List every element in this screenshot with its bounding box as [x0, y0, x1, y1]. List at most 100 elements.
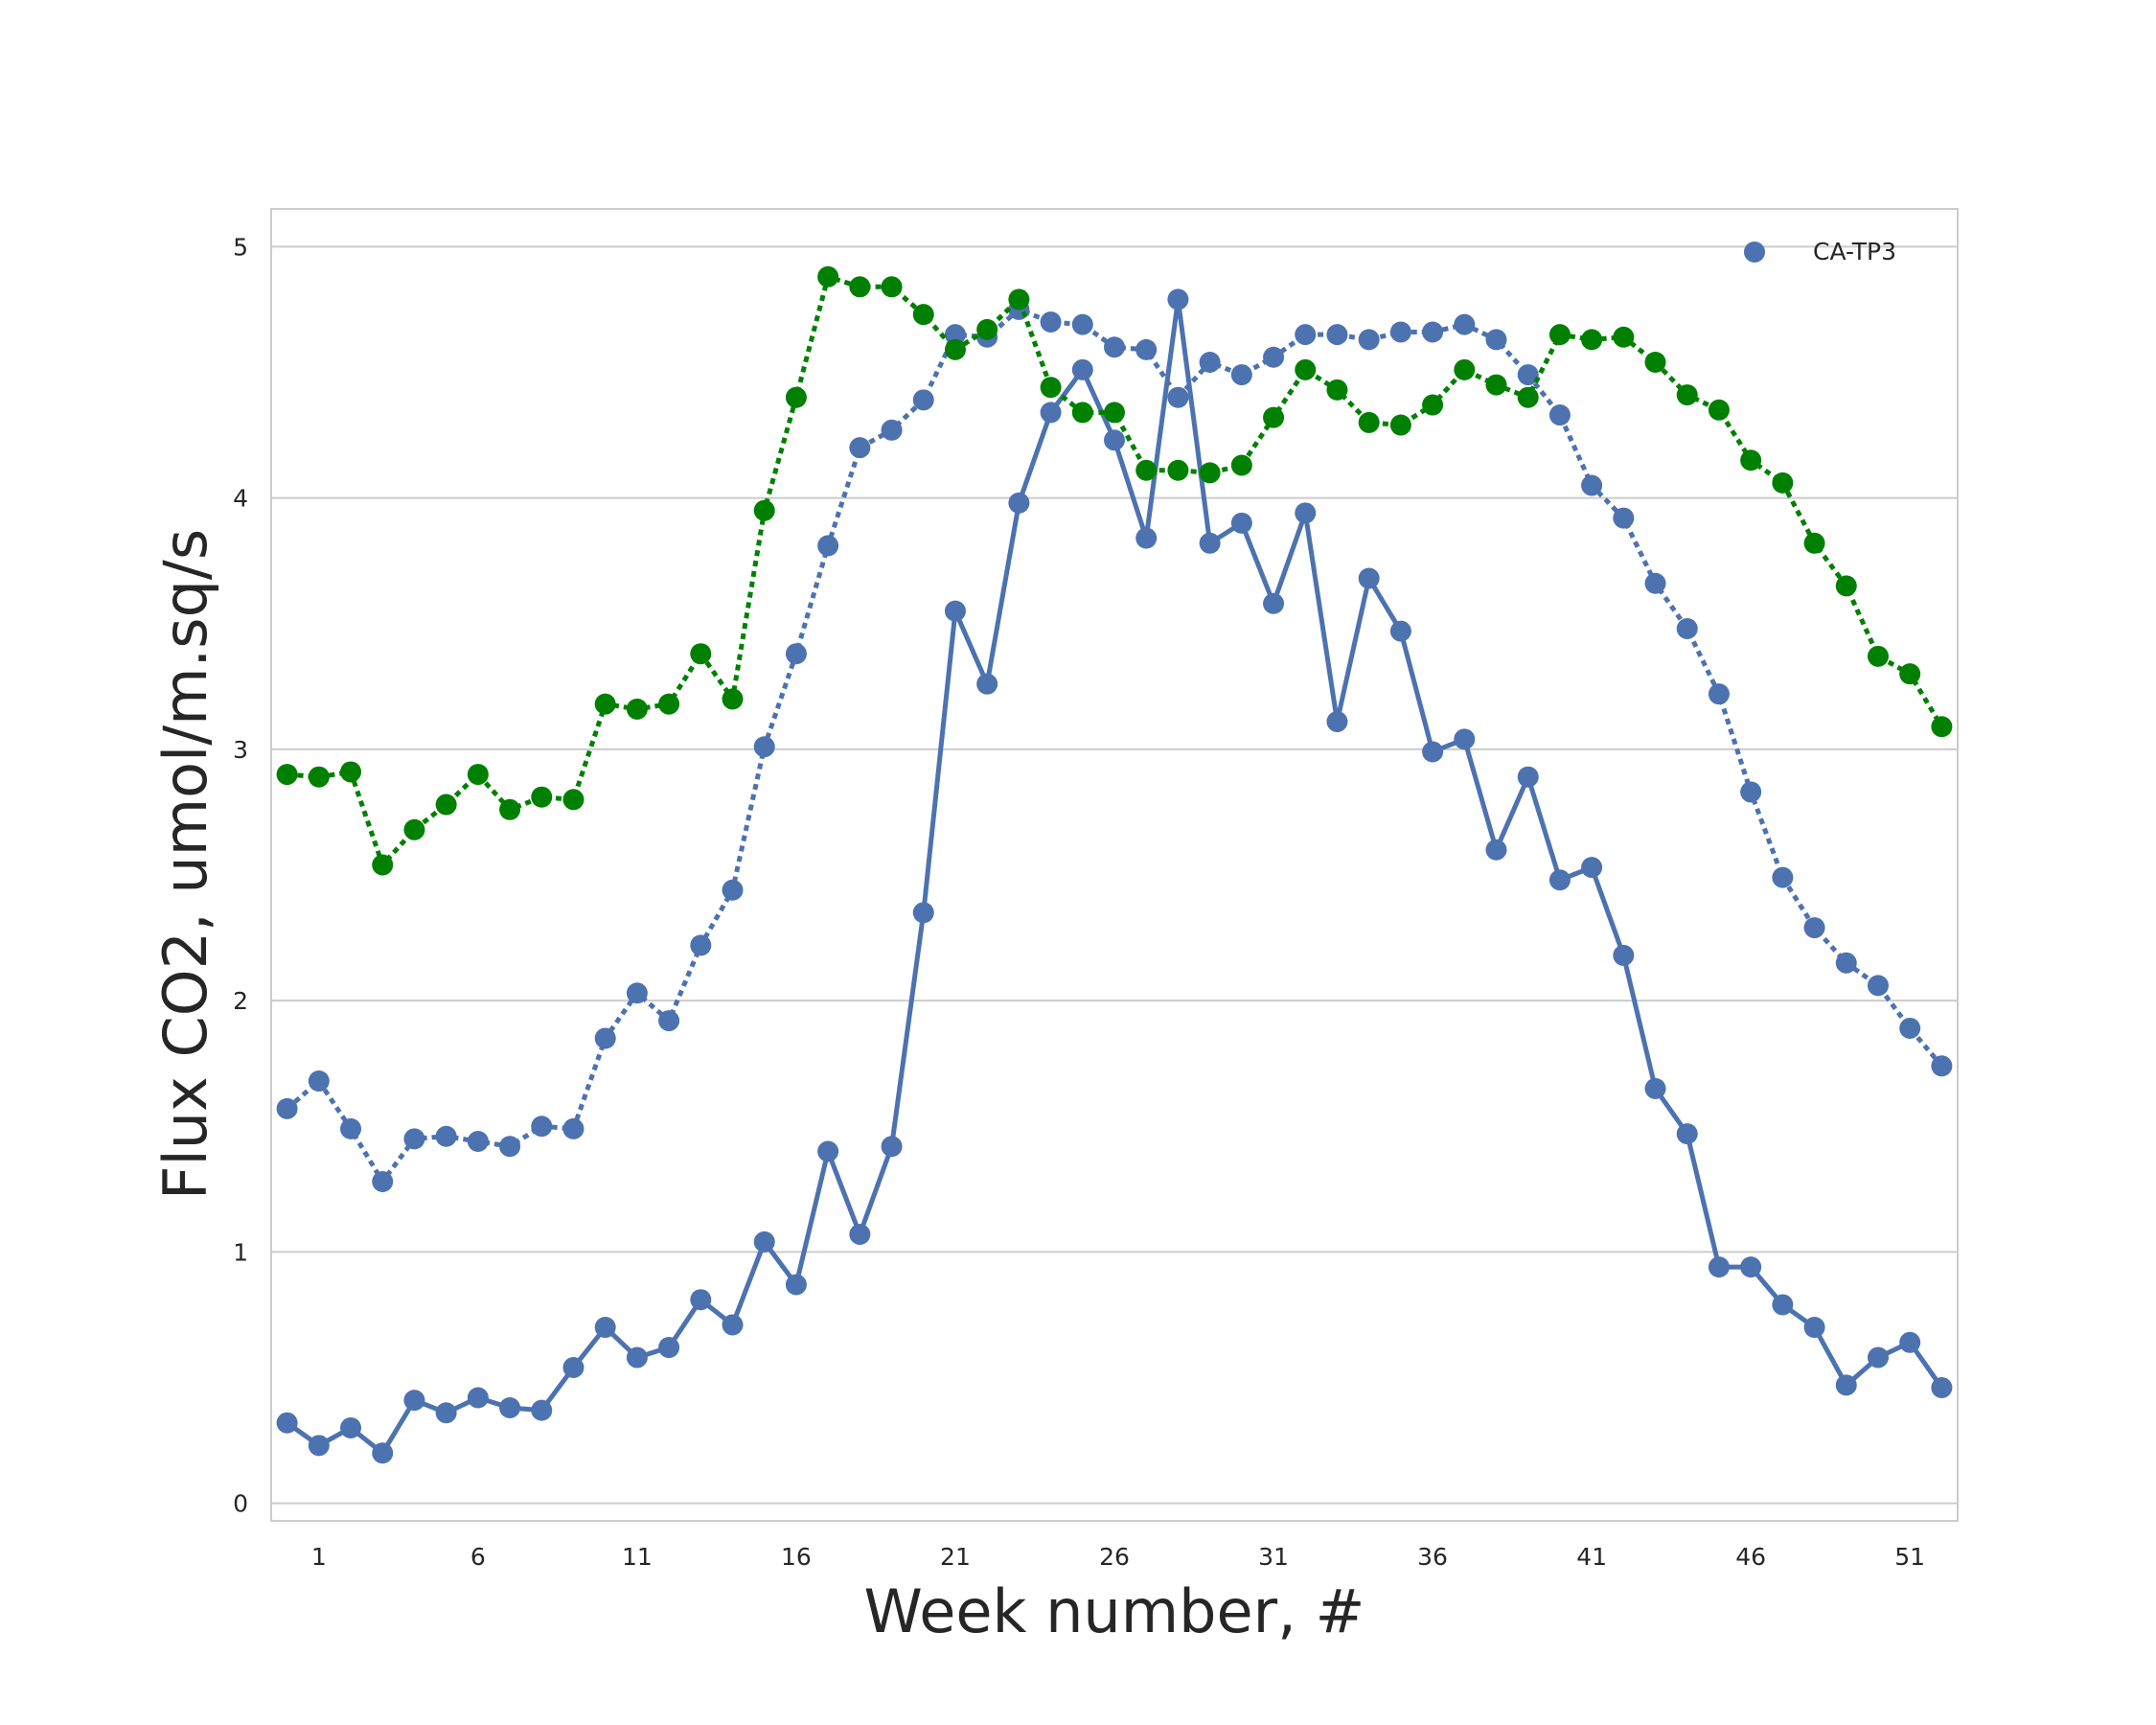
x-tick-labels: 1 6 11 16 21 26 31 36 41 46 51	[311, 1543, 1925, 1571]
data-point	[658, 693, 680, 715]
data-point	[690, 1289, 712, 1311]
x-tick-label: 31	[1258, 1543, 1289, 1571]
data-point	[1295, 324, 1317, 346]
x-tick-label: 26	[1099, 1543, 1130, 1571]
data-point	[1358, 567, 1380, 589]
data-point	[1263, 346, 1285, 368]
data-point	[435, 1402, 457, 1424]
data-point	[1135, 459, 1158, 481]
data-point	[881, 419, 903, 441]
y-tick-label: 4	[233, 485, 248, 513]
data-point	[1899, 1331, 1921, 1353]
data-point	[1613, 507, 1635, 529]
series-layer	[276, 265, 1953, 1464]
data-point	[499, 1136, 521, 1158]
x-tick-label: 21	[940, 1543, 971, 1571]
data-point	[1517, 766, 1539, 788]
data-point	[912, 304, 934, 326]
data-point	[1263, 406, 1285, 428]
data-point	[594, 1027, 616, 1049]
data-point	[1263, 592, 1285, 614]
data-point	[785, 386, 807, 408]
data-point	[1485, 839, 1507, 861]
data-point	[562, 789, 585, 811]
data-point	[1548, 324, 1571, 346]
data-point	[944, 600, 966, 622]
data-point	[1295, 502, 1317, 524]
data-point	[976, 673, 998, 695]
data-point	[1517, 386, 1539, 408]
data-point	[1454, 313, 1476, 335]
data-point	[531, 786, 553, 808]
data-point	[1326, 379, 1348, 401]
data-point	[594, 693, 616, 715]
y-tick-label: 3	[233, 736, 248, 764]
data-point	[1295, 358, 1317, 380]
data-point	[499, 798, 521, 820]
data-point	[1835, 952, 1857, 974]
data-point	[1040, 311, 1062, 334]
data-point	[1135, 527, 1158, 549]
x-tick-label: 41	[1576, 1543, 1607, 1571]
x-tick-label: 36	[1417, 1543, 1448, 1571]
data-point	[531, 1399, 553, 1421]
data-point	[690, 643, 712, 665]
data-point	[944, 338, 966, 360]
data-point	[1867, 975, 1889, 997]
data-point	[467, 1387, 489, 1409]
data-point	[722, 1314, 744, 1336]
data-point	[1422, 394, 1444, 416]
data-point	[1230, 512, 1252, 534]
data-point	[976, 318, 998, 340]
data-point	[626, 982, 648, 1004]
data-point	[658, 1337, 680, 1359]
data-point	[467, 764, 489, 786]
data-point	[1772, 866, 1794, 888]
data-point	[1230, 364, 1252, 386]
data-point	[276, 1412, 298, 1434]
data-point	[1676, 617, 1698, 639]
data-point	[1772, 1294, 1794, 1316]
data-point	[1358, 411, 1380, 433]
data-point	[1389, 414, 1411, 436]
data-point	[1071, 358, 1093, 380]
data-point	[1485, 374, 1507, 396]
x-axis-title: Week number, #	[864, 1576, 1365, 1646]
data-point	[340, 1117, 362, 1139]
data-point	[1931, 716, 1953, 738]
series-1	[276, 288, 1953, 1464]
data-point	[594, 1317, 616, 1339]
data-point	[1740, 781, 1762, 803]
data-point	[1008, 288, 1030, 310]
data-point	[372, 1442, 394, 1464]
data-point	[1867, 1346, 1889, 1368]
data-point	[1899, 1017, 1921, 1039]
data-point	[1803, 532, 1825, 554]
data-point	[658, 1010, 680, 1032]
data-point	[1899, 663, 1921, 685]
data-point	[1199, 532, 1221, 554]
data-point	[1867, 645, 1889, 667]
data-point	[1835, 575, 1857, 597]
data-point	[817, 535, 839, 557]
data-point	[690, 934, 712, 956]
data-point	[308, 766, 330, 788]
data-point	[849, 1224, 871, 1246]
series-3	[276, 265, 1953, 876]
data-point	[817, 265, 839, 288]
data-point	[1326, 324, 1348, 346]
data-point	[785, 643, 807, 665]
data-point	[1230, 454, 1252, 476]
data-point	[626, 698, 648, 720]
data-point	[1676, 384, 1698, 406]
data-point	[1422, 321, 1444, 343]
data-point	[1104, 336, 1125, 358]
data-point	[881, 276, 903, 298]
data-point	[403, 1390, 425, 1412]
data-point	[372, 854, 394, 876]
data-point	[1548, 869, 1571, 891]
data-point	[1199, 462, 1221, 484]
data-point	[626, 1346, 648, 1368]
data-point	[467, 1130, 489, 1152]
